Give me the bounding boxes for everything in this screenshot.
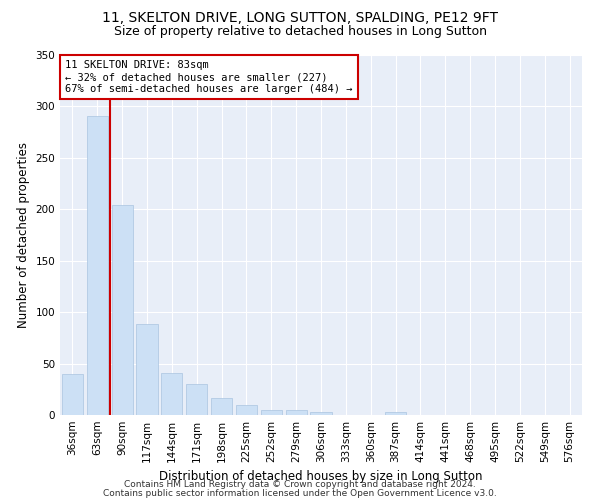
Y-axis label: Number of detached properties: Number of detached properties	[17, 142, 30, 328]
Text: 11 SKELTON DRIVE: 83sqm
← 32% of detached houses are smaller (227)
67% of semi-d: 11 SKELTON DRIVE: 83sqm ← 32% of detache…	[65, 60, 353, 94]
Text: Contains HM Land Registry data © Crown copyright and database right 2024.: Contains HM Land Registry data © Crown c…	[124, 480, 476, 489]
Bar	[261, 410, 282, 415]
Bar	[161, 373, 182, 415]
Bar	[62, 374, 83, 415]
Bar	[310, 412, 332, 415]
Text: Contains public sector information licensed under the Open Government Licence v3: Contains public sector information licen…	[103, 488, 497, 498]
Text: 11, SKELTON DRIVE, LONG SUTTON, SPALDING, PE12 9FT: 11, SKELTON DRIVE, LONG SUTTON, SPALDING…	[102, 12, 498, 26]
Bar	[112, 205, 133, 415]
X-axis label: Distribution of detached houses by size in Long Sutton: Distribution of detached houses by size …	[159, 470, 483, 484]
Bar	[286, 410, 307, 415]
Bar	[236, 404, 257, 415]
Bar	[211, 398, 232, 415]
Bar	[186, 384, 207, 415]
Bar	[136, 324, 158, 415]
Bar	[87, 116, 108, 415]
Text: Size of property relative to detached houses in Long Sutton: Size of property relative to detached ho…	[113, 25, 487, 38]
Bar	[385, 412, 406, 415]
